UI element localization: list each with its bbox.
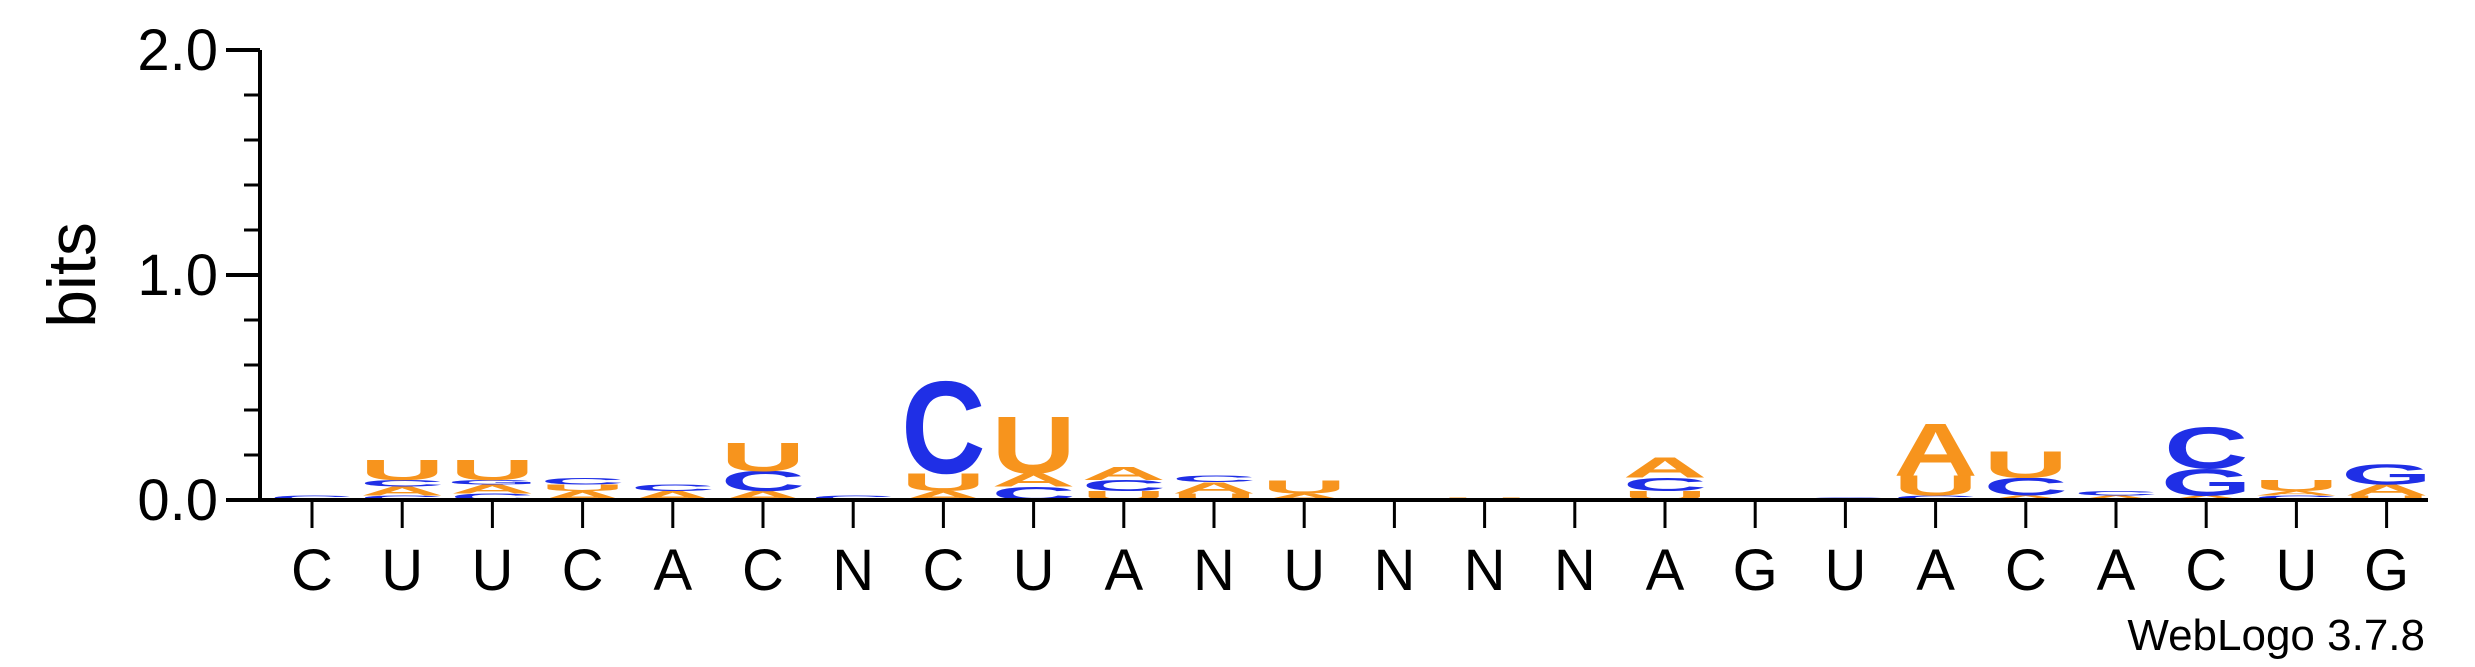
- logo-letter-A: A: [2074, 494, 2158, 501]
- logo-letter-A: A: [450, 482, 534, 496]
- logo-letter-C: C: [1623, 474, 1707, 495]
- logo-letter-C: C: [360, 494, 444, 501]
- position-label: U: [471, 538, 513, 603]
- logo-letter-A: A: [1172, 479, 1256, 497]
- logo-letter-U: U: [991, 400, 1075, 491]
- y-tick-label: 0.0: [137, 468, 218, 533]
- y-axis-ticks: 0.0 1.0 2.0: [137, 18, 260, 533]
- position-label: C: [742, 538, 784, 603]
- logo-letter-C: C: [540, 476, 624, 487]
- logo-letter-G: G: [447, 479, 538, 486]
- logo-letter-U: U: [540, 482, 624, 493]
- logo-letter-U: U: [1262, 476, 1346, 497]
- logo-letter-U: U: [2344, 494, 2428, 501]
- position-label: U: [1283, 538, 1325, 603]
- logo-letter-A: A: [1623, 452, 1707, 484]
- position-label: N: [1554, 538, 1596, 603]
- position-label: C: [2005, 538, 2047, 603]
- logo-letter-A: A: [991, 469, 1075, 490]
- logo-letter-A: A: [1984, 494, 2068, 501]
- position-label: N: [1373, 538, 1415, 603]
- logo-letter-C: C: [631, 482, 715, 493]
- position-label: C: [2185, 538, 2227, 603]
- logo-letter-U: U: [360, 454, 444, 486]
- y-tick-label: 2.0: [137, 18, 218, 83]
- logo-letter-U: U: [1893, 470, 1977, 502]
- logo-letter-A: A: [2164, 494, 2248, 501]
- logo-letter-U: U: [2254, 477, 2338, 495]
- position-label: C: [291, 538, 333, 603]
- logo-letter-U: U: [901, 468, 985, 496]
- logo-letter-C: C: [1172, 473, 1256, 484]
- position-label: N: [832, 538, 874, 603]
- logo-letter-C: C: [1893, 494, 1977, 501]
- logo-letter-C: C: [721, 465, 805, 497]
- logo-letter-C: C: [901, 354, 985, 501]
- logo-letter-A: A: [2344, 481, 2428, 499]
- position-label: G: [2364, 538, 2409, 603]
- logo-letter-U: U: [721, 434, 805, 480]
- position-label: U: [2275, 538, 2317, 603]
- logo-letter-C: C: [270, 494, 354, 501]
- position-label: G: [1733, 538, 1778, 603]
- position-label: A: [1104, 538, 1143, 603]
- weblogo-credit: WebLogo 3.7.8: [2127, 611, 2425, 660]
- logo-letter-G: G: [2161, 462, 2252, 504]
- logo-letter-C: C: [2074, 490, 2158, 497]
- logo-letter-U: U: [1172, 491, 1256, 502]
- logo-letter-A: A: [2254, 490, 2338, 497]
- logo-letter-U: U: [1984, 444, 2068, 486]
- position-label: U: [1013, 538, 1055, 603]
- position-label: C: [562, 538, 604, 603]
- logo-letter-C: C: [1082, 477, 1166, 495]
- logo-letter-C: C: [450, 491, 534, 502]
- logo-letter-A: A: [1082, 463, 1166, 484]
- logo-stacks: CCACUCAGUAUCACACUCAUCCAUUCAUACAUUUCACCUA…: [270, 354, 2432, 504]
- logo-letter-C: C: [811, 494, 895, 501]
- logo-letter-A: A: [1262, 491, 1346, 502]
- position-label: A: [1916, 538, 1955, 603]
- logo-letter-A: A: [360, 484, 444, 498]
- logo-letter-C: C: [360, 478, 444, 489]
- position-label: N: [1464, 538, 1506, 603]
- position-label: U: [1824, 538, 1866, 603]
- position-label: U: [381, 538, 423, 603]
- logo-letter-C: C: [1984, 473, 2068, 501]
- logo-letter-C: C: [2164, 414, 2248, 481]
- y-tick-label: 1.0: [137, 243, 218, 308]
- logo-letter-A: A: [1893, 407, 1977, 491]
- logo-letter-G: G: [2341, 459, 2432, 491]
- position-label: A: [1646, 538, 1685, 603]
- position-label: A: [653, 538, 692, 603]
- y-axis-label: bits: [34, 222, 110, 328]
- position-label: A: [2097, 538, 2136, 603]
- position-label: N: [1193, 538, 1235, 603]
- position-label: C: [922, 538, 964, 603]
- logo-letter-U: U: [450, 454, 534, 486]
- logo-letter-C: C: [2254, 494, 2338, 501]
